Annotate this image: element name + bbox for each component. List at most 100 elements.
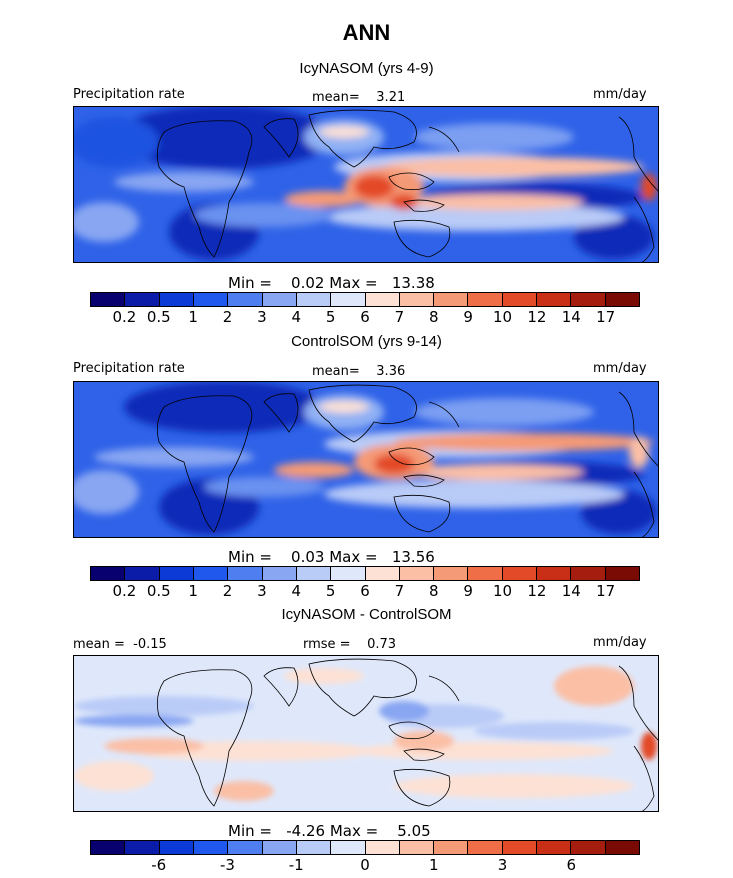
colorbar-swatch [296,293,332,306]
colorbar-tick-label: 2 [222,308,233,326]
colorbar-tick-label: 3 [257,582,267,600]
panel-2-map [73,381,659,538]
colorbar-swatch [125,567,160,580]
panel-1-minmax-label: Min = 0.02 Max = 13.38 [228,274,435,292]
colorbar-swatch [605,293,639,306]
colorbar-swatch [365,841,400,854]
colorbar-tick-label: 1 [188,582,198,600]
panel-3-colorbar-ticks: -6 -3 -1 0 1 3 6 [90,857,640,873]
colorbar-swatch [331,567,366,580]
colorbar-tick-label: 3 [257,308,267,326]
panel-2-variable-label: Precipitation rate [73,361,185,376]
colorbar-swatch [91,841,126,854]
colorbar-swatch [605,841,639,854]
colorbar-swatch [434,567,469,580]
panel-1-colorbar [90,292,640,307]
colorbar-tick-label: 14 [561,582,581,600]
panel-1-variable-label: Precipitation rate [73,87,185,102]
colorbar-swatch [125,293,160,306]
panel-2-mean-label: mean= 3.36 [312,364,406,379]
colorbar-tick-label: 6 [566,856,577,874]
colorbar-tick-label: 6 [360,582,370,600]
colorbar-swatch [468,567,503,580]
colorbar-tick-label: 8 [428,308,439,326]
colorbar-tick-label: 0 [360,856,370,874]
colorbar-swatch [365,567,400,580]
panel-2-title: ControlSOM (yrs 9-14) [291,333,442,350]
colorbar-tick-label: 2 [222,582,233,600]
colorbar-swatch [571,567,606,580]
colorbar-swatch [434,293,469,306]
colorbar-swatch [571,293,606,306]
colorbar-swatch [159,293,194,306]
panel-3-colorbar [90,840,640,855]
colorbar-tick-label: 0.5 [146,582,171,600]
colorbar-swatch [193,567,229,580]
colorbar-tick-label: 7 [394,308,405,326]
colorbar-tick-label: 7 [394,582,405,600]
colorbar-swatch [91,293,126,306]
panel-3-mean-label: mean = -0.15 [73,637,167,652]
colorbar-tick-label: 1 [188,308,198,326]
colorbar-swatch [605,567,639,580]
colorbar-swatch [571,841,606,854]
panel-3-minmax-label: Min = -4.26 Max = 5.05 [228,822,431,840]
colorbar-swatch [159,567,194,580]
panel-2-colorbar-ticks: 0.2 0.5 1 2 3 4 5 6 7 8 9 10 12 14 17 [90,583,640,599]
panel-3-units-label: mm/day [593,635,647,650]
colorbar-swatch [537,841,572,854]
panel-3-rmse-label: rmse = 0.73 [303,637,397,652]
colorbar-tick-label: 0.2 [112,582,137,600]
colorbar-swatch [125,841,160,854]
colorbar-swatch [296,567,332,580]
panel-1-map [73,106,659,263]
panel-1-title: IcyNASOM (yrs 4-9) [299,60,434,77]
panel-1-precip-field [74,107,658,262]
colorbar-tick-label: 14 [561,308,581,326]
colorbar-swatch [193,841,229,854]
colorbar-swatch [537,567,572,580]
colorbar-swatch [434,841,469,854]
colorbar-swatch [228,567,263,580]
colorbar-tick-label: 10 [492,582,513,600]
colorbar-tick-label: 6 [360,308,370,326]
colorbar-tick-label: 4 [291,582,302,600]
colorbar-tick-label: 17 [596,582,616,600]
colorbar-swatch [468,841,503,854]
colorbar-swatch [468,293,503,306]
colorbar-tick-label: 4 [291,308,302,326]
colorbar-tick-label: 0.2 [112,308,137,326]
colorbar-swatch [399,293,435,306]
colorbar-swatch [331,293,366,306]
figure-title: ANN [342,20,391,45]
panel-2-colorbar [90,566,640,581]
colorbar-tick-label: 9 [463,582,473,600]
colorbar-swatch [262,567,297,580]
colorbar-tick-label: 5 [325,308,336,326]
colorbar-swatch [537,293,572,306]
colorbar-swatch [399,841,435,854]
panel-2-precip-field [74,382,658,537]
colorbar-tick-label: 0.5 [146,308,171,326]
colorbar-tick-label: 10 [492,308,513,326]
panel-1-colorbar-ticks: 0.2 0.5 1 2 3 4 5 6 7 8 9 10 12 14 17 [90,309,640,325]
colorbar-tick-label: -1 [288,856,304,874]
colorbar-swatch [91,567,126,580]
colorbar-tick-label: 17 [596,308,616,326]
colorbar-swatch [262,841,297,854]
colorbar-swatch [502,293,538,306]
colorbar-swatch [502,567,538,580]
colorbar-swatch [159,841,194,854]
colorbar-swatch [399,567,435,580]
colorbar-swatch [296,841,332,854]
colorbar-tick-label: 12 [527,582,547,600]
colorbar-swatch [331,841,366,854]
colorbar-swatch [365,293,400,306]
panel-1-mean-label: mean= 3.21 [312,90,406,105]
panel-3-title: IcyNASOM - ControlSOM [281,606,452,623]
colorbar-tick-label: 12 [527,308,547,326]
colorbar-tick-label: 5 [325,582,336,600]
panel-3-difference-field [74,656,658,811]
colorbar-swatch [228,841,263,854]
colorbar-swatch [262,293,297,306]
